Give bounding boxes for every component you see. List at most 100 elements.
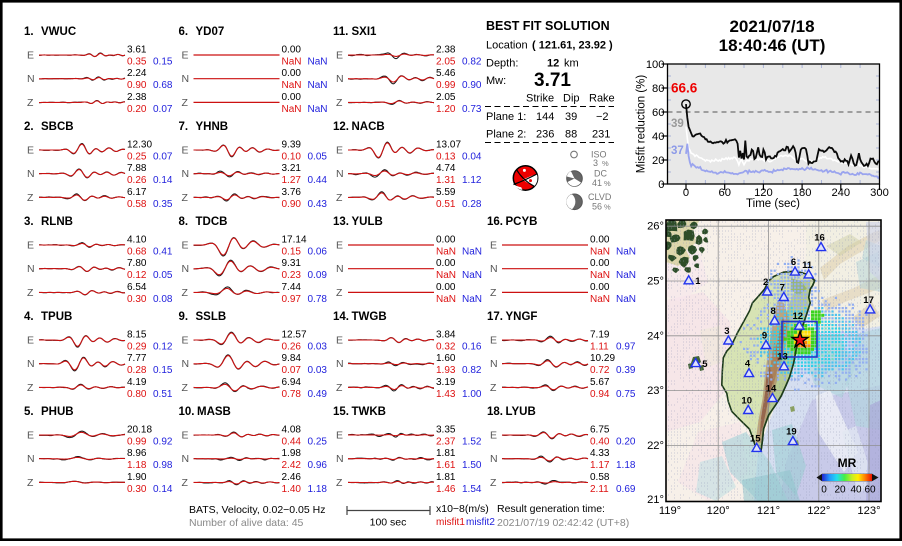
svg-text:NaN: NaN (462, 247, 482, 258)
svg-text:6.: 6. (179, 26, 189, 38)
svg-text:NaN: NaN (462, 294, 482, 305)
svg-text:0.05: 0.05 (153, 270, 173, 281)
svg-text:E: E (27, 50, 34, 62)
svg-text:0.13: 0.13 (436, 152, 456, 163)
svg-text:1.18: 1.18 (616, 460, 636, 471)
svg-text:0.82: 0.82 (462, 57, 482, 68)
svg-text:0.03: 0.03 (308, 342, 328, 353)
svg-text:0.12: 0.12 (153, 342, 173, 353)
svg-text:3: 3 (724, 326, 729, 337)
svg-text:E: E (182, 145, 189, 157)
svg-text:0.29: 0.29 (127, 342, 147, 353)
svg-text:0.98: 0.98 (153, 460, 173, 471)
svg-text:0.78: 0.78 (308, 294, 328, 305)
svg-text:1.: 1. (24, 26, 34, 38)
svg-text:15: 15 (750, 433, 761, 444)
svg-text:Time (sec): Time (sec) (746, 198, 800, 210)
svg-text:5.46: 5.46 (436, 68, 456, 79)
svg-text:2.46: 2.46 (282, 472, 302, 483)
svg-text:0.58: 0.58 (127, 199, 147, 210)
svg-text:1.90: 1.90 (127, 472, 147, 483)
svg-text:N: N (490, 263, 498, 275)
svg-text:0.07: 0.07 (282, 365, 302, 376)
svg-text:0.80: 0.80 (127, 389, 147, 400)
svg-text:MR: MR (838, 456, 857, 470)
svg-text:2.: 2. (24, 121, 34, 133)
svg-text:231: 231 (592, 129, 610, 141)
svg-text:9: 9 (762, 330, 767, 341)
svg-text:1.54: 1.54 (462, 484, 482, 495)
svg-text:1.61: 1.61 (436, 460, 456, 471)
svg-text:13: 13 (777, 352, 788, 363)
svg-text:E: E (182, 430, 189, 442)
svg-text:6.75: 6.75 (590, 425, 610, 436)
svg-text:NaN: NaN (282, 80, 302, 91)
svg-text:Z: Z (27, 192, 34, 204)
svg-text:240: 240 (831, 187, 850, 199)
svg-text:1.46: 1.46 (436, 484, 456, 495)
svg-text:E: E (27, 240, 34, 252)
svg-text:Plane 1:: Plane 1: (486, 111, 526, 123)
svg-text:0.25: 0.25 (127, 152, 147, 163)
svg-text:6: 6 (791, 257, 796, 268)
svg-text:Depth:: Depth: (486, 58, 518, 70)
svg-text:22°: 22° (647, 440, 664, 452)
svg-text:Z: Z (182, 192, 189, 204)
svg-text:TWKB: TWKB (352, 406, 387, 418)
svg-text:0.07: 0.07 (153, 152, 173, 163)
svg-text:0: 0 (683, 187, 689, 199)
svg-text:0.43: 0.43 (308, 199, 328, 210)
svg-text:6.54: 6.54 (127, 282, 147, 293)
svg-text:16: 16 (814, 233, 825, 244)
svg-text:2.24: 2.24 (127, 68, 147, 79)
svg-text:NaN: NaN (436, 294, 456, 305)
svg-text:Z: Z (336, 287, 343, 299)
svg-text:2.42: 2.42 (282, 460, 302, 471)
svg-text:120: 120 (754, 187, 773, 199)
svg-text:MASB: MASB (197, 406, 231, 418)
svg-text:0.68: 0.68 (127, 247, 147, 258)
svg-text:12.30: 12.30 (127, 140, 152, 151)
svg-text:N: N (182, 358, 190, 370)
svg-text:9.: 9. (179, 311, 189, 323)
svg-text:N: N (336, 73, 344, 85)
svg-text:8.15: 8.15 (127, 330, 147, 341)
svg-text:0.07: 0.07 (153, 104, 173, 115)
svg-text:LYUB: LYUB (506, 406, 536, 418)
svg-text:ISO: ISO (591, 150, 607, 160)
svg-text:0.15: 0.15 (282, 247, 302, 258)
svg-text:YD07: YD07 (196, 26, 225, 38)
svg-text:Z: Z (182, 97, 189, 109)
svg-text:E: E (336, 145, 343, 157)
svg-text:Z: Z (490, 382, 497, 394)
svg-text:NaN: NaN (616, 247, 636, 258)
svg-text:0.75: 0.75 (616, 389, 636, 400)
svg-text:Misfit reduction (%): Misfit reduction (%) (636, 75, 648, 174)
svg-text:1.52: 1.52 (462, 437, 482, 448)
svg-text:6.94: 6.94 (282, 377, 302, 388)
svg-text:0.00: 0.00 (590, 235, 610, 246)
svg-text:120°: 120° (707, 505, 730, 517)
svg-text:N: N (182, 263, 190, 275)
svg-text:0.99: 0.99 (127, 437, 147, 448)
svg-text:YULB: YULB (352, 216, 383, 228)
svg-text:2.11: 2.11 (590, 484, 609, 495)
svg-text:0.97: 0.97 (616, 342, 636, 353)
svg-text:5: 5 (702, 359, 708, 370)
svg-text:E: E (27, 335, 34, 347)
svg-text:0.69: 0.69 (616, 484, 636, 495)
svg-text:4.08: 4.08 (282, 425, 302, 436)
svg-text:2: 2 (763, 277, 768, 288)
svg-text:YNGF: YNGF (506, 311, 538, 323)
svg-text:0.20: 0.20 (616, 437, 636, 448)
svg-text:0.04: 0.04 (462, 152, 482, 163)
svg-text:18:40:46 (UT): 18:40:46 (UT) (719, 36, 826, 55)
svg-text:N: N (182, 168, 190, 180)
svg-text:0.49: 0.49 (308, 389, 328, 400)
svg-text:39: 39 (565, 111, 577, 123)
svg-text:80: 80 (652, 83, 664, 95)
svg-text:km: km (564, 58, 579, 70)
svg-text:NaN: NaN (436, 247, 456, 258)
svg-text:NaN: NaN (308, 104, 328, 115)
svg-text:14: 14 (766, 384, 777, 395)
